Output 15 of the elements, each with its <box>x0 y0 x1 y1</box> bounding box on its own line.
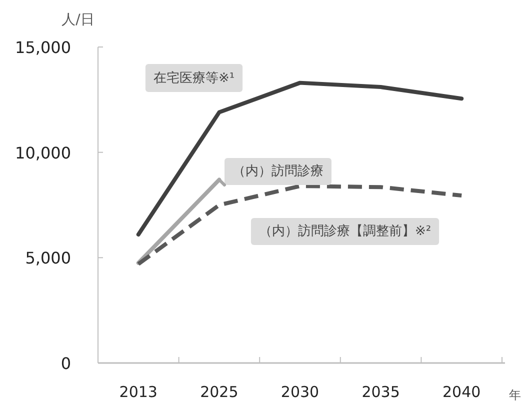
y-axis-title: 人/日 <box>62 12 94 28</box>
series-label: （内）訪問診療 <box>232 164 324 179</box>
y-tick-label: 5,000 <box>25 248 71 268</box>
x-tick-label: 2035 <box>362 383 400 401</box>
line-series <box>136 184 464 266</box>
x-axis-title: 年 <box>509 388 521 402</box>
x-tick-label: 2025 <box>200 383 238 401</box>
y-tick-label: 10,000 <box>15 143 71 162</box>
x-tick-label: 2040 <box>442 383 481 401</box>
y-tick-label: 15,000 <box>15 38 71 57</box>
y-tick-label: 0 <box>60 354 71 373</box>
text: （内）訪問診療【調整前】※² <box>258 224 432 239</box>
x-tick-label: 2030 <box>280 383 320 401</box>
x-tick-label: 2013 <box>119 383 158 401</box>
series-label: 在宅医療等※¹ <box>153 70 235 86</box>
